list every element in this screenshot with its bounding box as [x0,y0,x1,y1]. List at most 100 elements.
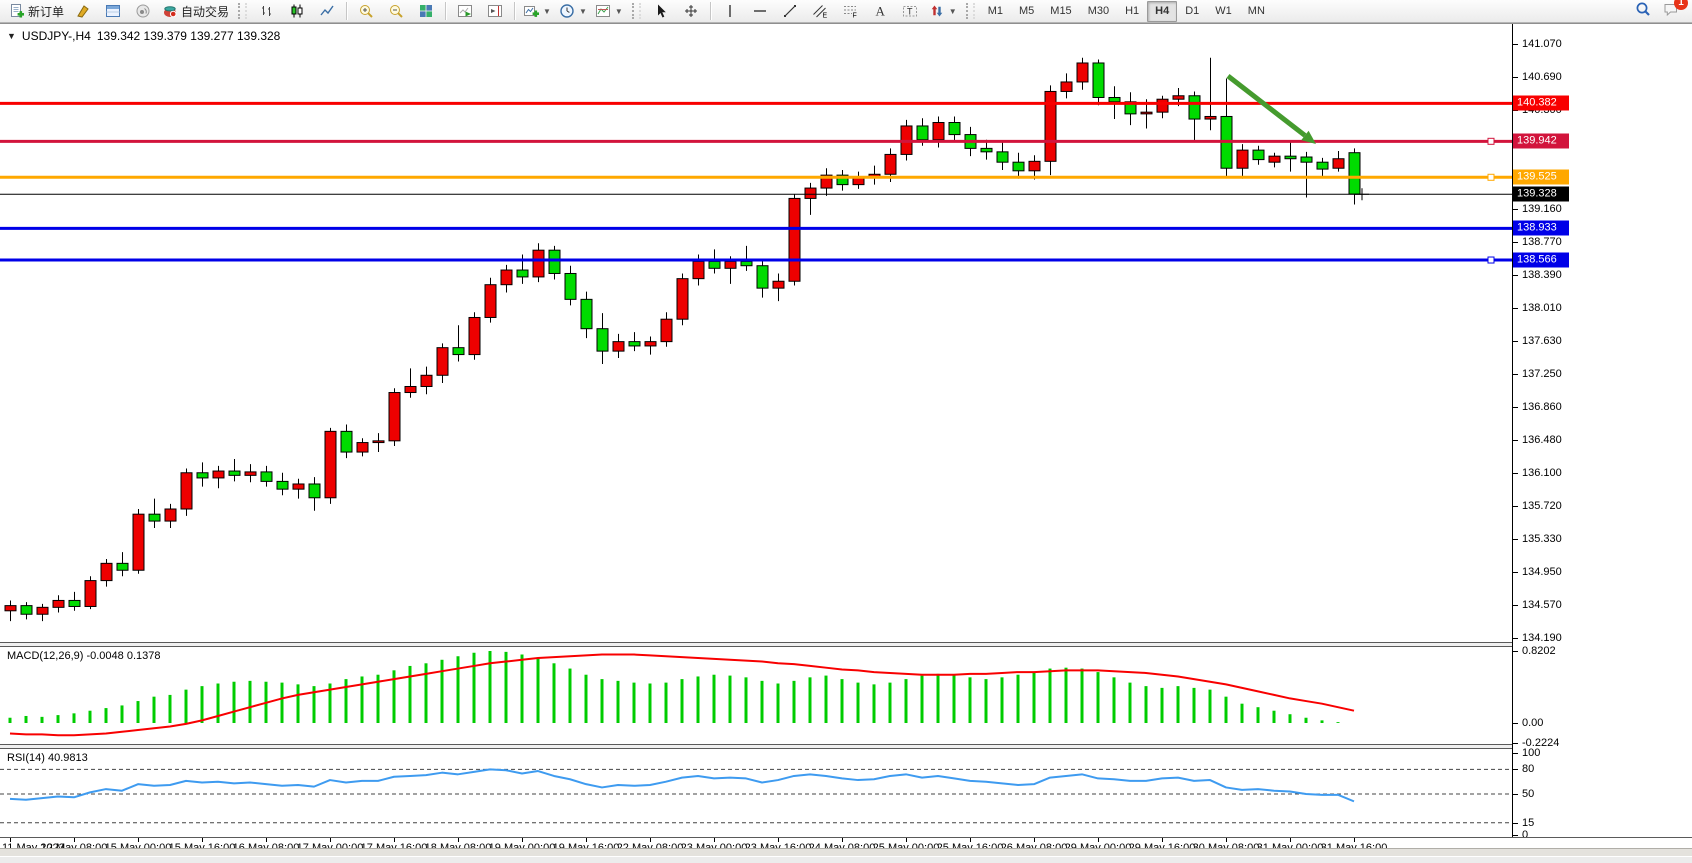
trend-arrow-head[interactable] [1301,130,1316,144]
price-tick-137.630: 137.630 [1522,334,1562,347]
time-tick-mark [1162,838,1163,842]
timeframe-mn-button[interactable]: MN [1247,5,1265,17]
price-flag-139.525: 139.525 [1513,169,1569,185]
time-tick-mark [458,838,459,842]
zoom-in-button[interactable] [351,0,381,22]
price-tick-134.570: 134.570 [1522,598,1562,611]
trendline-tool-button[interactable] [775,0,805,22]
line-drag-handle[interactable] [1487,256,1495,264]
price-tick-139.160: 139.160 [1522,202,1562,215]
horizontal-line-tool-button[interactable] [745,0,775,22]
cursor-tool-button[interactable] [646,0,676,22]
chart-window: ▼ USDJPY-,H4 139.342 139.379 139.277 139… [0,23,1692,857]
pane-resize-handle[interactable] [0,642,1692,647]
clock-icon [560,4,574,18]
auto-scroll-button[interactable] [450,0,480,22]
text-tool-button[interactable]: A [865,0,895,22]
bear-candle [452,347,465,356]
timeframe-m1-button[interactable]: M1 [987,5,1003,17]
price-axis[interactable]: 141.070140.690140.300139.920139.540139.1… [1512,24,1692,841]
text-label-tool-button[interactable]: T [895,0,925,22]
trend-arrow-line[interactable] [1226,74,1307,138]
timeframe-m15-button[interactable]: M15 [1050,5,1072,17]
axis-tick-mark [1513,208,1518,210]
signals-button[interactable] [128,0,158,22]
bull-candle [292,483,305,490]
styler-button[interactable] [68,0,98,22]
chart-shift-button[interactable] [480,0,510,22]
tile-windows-button[interactable] [411,0,441,22]
time-tick-mark [1354,838,1355,842]
price-chart-canvas[interactable] [0,24,1512,642]
toolbar-separator [346,2,348,20]
equidistant-channel-tool-button[interactable]: E [805,0,835,22]
toolbar-grip[interactable] [631,3,641,19]
market-watch-button[interactable] [98,0,128,22]
text-icon: A [875,4,885,19]
line-drag-handle[interactable] [1487,173,1495,181]
dropdown-arrow-icon[interactable]: ▼ [578,6,587,16]
toolbar-grip[interactable] [238,3,248,19]
autoscroll-icon [458,5,473,17]
new-chart-button[interactable]: ▼ [519,0,555,22]
macd-canvas[interactable] [0,647,1512,744]
bull-candle [820,174,833,189]
bear-candle [564,272,577,300]
macd-pane[interactable]: MACD(12,26,9) -0.0048 0.1378 [0,647,1512,744]
timeframe-m5-button[interactable]: M5 [1019,5,1035,17]
line-drag-handle[interactable] [1487,137,1495,145]
axis-tick-mark [1513,76,1518,78]
timeframe-h4-button[interactable]: H4 [1147,0,1178,22]
price-chart-pane[interactable]: ▼ USDJPY-,H4 139.342 139.379 139.277 139… [0,24,1512,642]
axis-tick-mark [1513,407,1518,409]
chevron-down-icon[interactable]: ▼ [7,31,16,41]
pane-resize-handle[interactable] [0,744,1692,749]
fibo-icon: F [843,6,857,19]
line-chart-mode-button[interactable] [312,0,342,22]
dropdown-arrow-icon[interactable]: ▼ [948,6,957,16]
timeframe-m30-button[interactable]: M30 [1087,5,1110,17]
axis-tick-mark [1513,44,1518,45]
axis-tick-mark [1513,571,1518,573]
fibonacci-tool-button[interactable]: F [835,0,865,22]
toolbar-grip[interactable] [965,3,975,19]
time-tick-mark [202,838,203,842]
periods-button[interactable]: ▼ [555,0,591,22]
crosshair-tool-button[interactable] [676,0,706,22]
axis-tick-mark [1513,723,1518,724]
dropdown-arrow-icon[interactable]: ▼ [614,6,623,16]
bear-candle [1124,101,1137,115]
zoom-out-button[interactable] [381,0,411,22]
time-tick-mark [74,838,75,842]
timeframe-h1-button[interactable]: H1 [1125,5,1140,17]
rsi-pane[interactable]: RSI(14) 40.9813 [0,749,1512,837]
bar-chart-mode-button[interactable] [252,0,282,22]
bull-candle [1028,160,1041,172]
window-bottom-edge [0,848,1692,856]
chart-plus-icon [524,6,540,17]
price-tick-136.100: 136.100 [1522,466,1562,479]
price-flag-140.382: 140.382 [1513,95,1569,111]
price-tick-134.190: 134.190 [1522,631,1562,644]
bull-candle [1076,62,1089,83]
bull-candle [84,580,97,607]
templates-button[interactable]: ▼ [591,0,627,22]
notification-badge: 1 [1674,0,1688,10]
timeframe-w1-button[interactable]: W1 [1215,5,1232,17]
search-button[interactable] [1634,1,1652,22]
axis-tick-mark [1513,835,1518,836]
axis-tick-mark [1513,742,1518,744]
axis-tick-mark [1513,794,1518,795]
timeframe-d1-button[interactable]: D1 [1185,5,1200,17]
chat-button[interactable]: 1 [1662,0,1688,22]
ohlc-readout: 139.342 139.379 139.277 139.328 [96,29,281,43]
rsi-canvas[interactable] [0,749,1512,837]
new-order-button[interactable]: 新订单 [5,0,68,22]
candlestick-mode-button[interactable] [282,0,312,22]
vertical-line-tool-button[interactable] [715,0,745,22]
bear-candle [308,483,321,499]
auto-trading-button[interactable]: 自动交易 [158,0,233,22]
arrows-tool-button[interactable]: ▼ [925,0,961,22]
dropdown-arrow-icon[interactable]: ▼ [543,6,551,16]
bull-candle [244,471,257,476]
